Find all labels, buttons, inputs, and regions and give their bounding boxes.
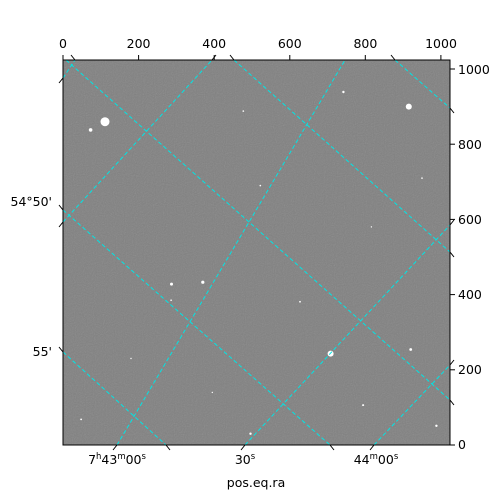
edge-tick-mark — [390, 54, 396, 61]
edge-tick-mark — [449, 251, 455, 258]
edge-tick-mark — [369, 444, 375, 451]
edge-tick-mark — [449, 219, 455, 226]
dec-tick-label: 54°50' — [11, 194, 53, 209]
x-tick-label: 600 — [278, 36, 302, 51]
grid-line — [63, 351, 167, 445]
grid-line — [63, 60, 76, 79]
ra-tick-label: 44m00s — [354, 452, 399, 467]
grid-line — [63, 60, 213, 223]
plot-frame — [62, 59, 451, 446]
grid-line — [244, 224, 450, 445]
y-tick-label: 1000 — [458, 62, 490, 77]
star — [201, 280, 205, 284]
star — [421, 177, 423, 179]
edge-tick-mark — [112, 444, 118, 451]
edge-tick-mark — [58, 204, 64, 211]
x-tick-label: 800 — [353, 36, 377, 51]
stars-layer — [80, 90, 438, 435]
star — [409, 348, 413, 351]
star — [342, 90, 345, 94]
edge-tick-mark — [449, 359, 455, 366]
image-noise — [63, 60, 450, 445]
y-tick-label: 0 — [458, 437, 466, 452]
star — [405, 103, 412, 110]
star — [170, 282, 173, 286]
y-tick-label: 200 — [458, 362, 482, 377]
x-tick-label: 200 — [127, 36, 151, 51]
edge-tick-mark — [449, 399, 455, 406]
star — [299, 300, 301, 303]
star — [242, 110, 245, 112]
star — [211, 391, 213, 394]
star — [249, 432, 252, 435]
top-axis-labels: 0 200 400 600 800 1000 — [59, 36, 457, 51]
y-tick-label: 400 — [458, 287, 482, 302]
star — [80, 418, 82, 421]
edge-tick-mark — [329, 444, 335, 451]
pixel-axis-ticks — [62, 55, 455, 446]
star — [88, 128, 93, 132]
grid-line — [233, 60, 450, 253]
edge-tick-mark — [70, 54, 76, 61]
star — [435, 424, 438, 427]
edge-tick-mark — [165, 444, 171, 451]
edge-tick-mark — [58, 346, 64, 353]
y-tick-label: 600 — [458, 212, 482, 227]
star — [100, 117, 110, 127]
star — [170, 299, 172, 302]
coordinate-grid — [63, 60, 450, 445]
grid-line — [373, 364, 450, 445]
declination-labels: 54°50' 55' — [11, 194, 53, 359]
world-coordinate-edge-ticks — [58, 54, 455, 451]
right-ascension-labels: 7h43m00s 30s 44m00s — [88, 452, 399, 467]
edge-tick-mark — [58, 221, 64, 228]
edge-tick-mark — [229, 54, 235, 61]
edge-tick-mark — [449, 107, 455, 114]
dec-tick-label: 55' — [33, 344, 52, 359]
ra-tick-label: 30s — [235, 452, 256, 467]
grid-line — [65, 60, 450, 401]
star — [362, 404, 365, 407]
right-axis-labels: 0 200 400 600 800 1000 — [458, 62, 490, 452]
x-axis-title: pos.eq.ra — [227, 475, 285, 490]
grid-line — [116, 60, 346, 445]
star — [130, 357, 132, 360]
grid-line — [63, 209, 331, 445]
star — [370, 226, 373, 228]
star — [259, 184, 262, 187]
ra-tick-label: 7h43m00s — [88, 452, 146, 467]
x-tick-label: 0 — [59, 36, 67, 51]
edge-tick-mark — [240, 444, 246, 451]
edge-tick-mark — [58, 77, 64, 84]
x-tick-label: 1000 — [425, 36, 457, 51]
x-tick-label: 400 — [202, 36, 226, 51]
y-tick-label: 800 — [458, 137, 482, 152]
grid-line — [394, 60, 450, 109]
